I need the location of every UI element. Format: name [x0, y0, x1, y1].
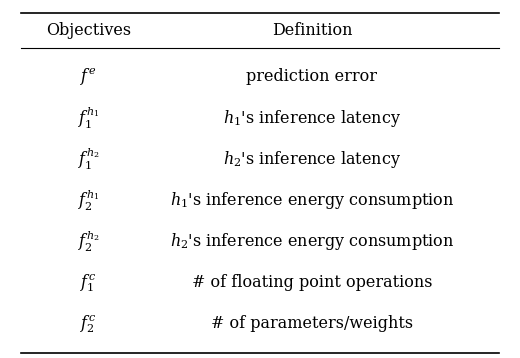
Text: $h_2$'s inference latency: $h_2$'s inference latency	[223, 149, 401, 170]
Text: $f_2^{c}$: $f_2^{c}$	[80, 313, 97, 335]
Text: $f_1^{c}$: $f_1^{c}$	[80, 272, 97, 294]
Text: Objectives: Objectives	[46, 22, 131, 39]
Text: Definition: Definition	[272, 22, 352, 39]
Text: $f^{e}$: $f^{e}$	[80, 67, 97, 87]
Text: $h_1$'s inference latency: $h_1$'s inference latency	[223, 108, 401, 129]
Text: $f_2^{h_2}$: $f_2^{h_2}$	[77, 229, 99, 254]
Text: $f_1^{h_1}$: $f_1^{h_1}$	[77, 105, 99, 131]
Text: $h_1$'s inference energy consumption: $h_1$'s inference energy consumption	[170, 190, 454, 211]
Text: $f_1^{h_2}$: $f_1^{h_2}$	[77, 146, 99, 172]
Text: $f_2^{h_1}$: $f_2^{h_1}$	[77, 188, 99, 213]
Text: # of floating point operations: # of floating point operations	[192, 274, 432, 291]
Text: # of parameters/weights: # of parameters/weights	[211, 315, 413, 333]
Text: $h_2$'s inference energy consumption: $h_2$'s inference energy consumption	[170, 231, 454, 252]
Text: prediction error: prediction error	[246, 68, 378, 86]
